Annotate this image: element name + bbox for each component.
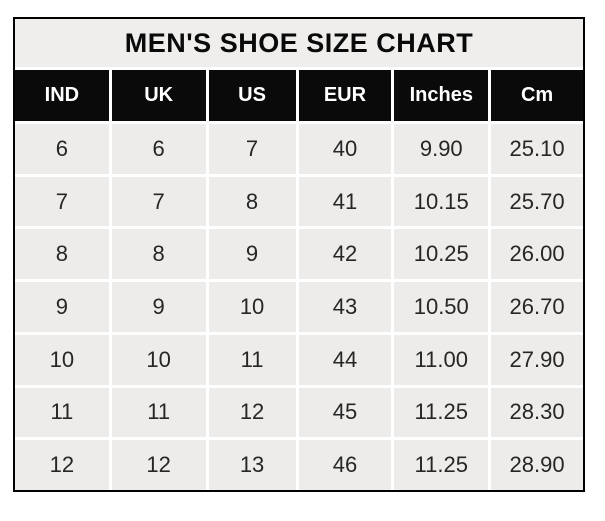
table-cell: 11 [208,334,296,385]
table-cell: 11.25 [394,440,489,490]
table-cell: 11 [111,387,206,438]
table-cell: 42 [298,229,392,280]
table-cell: 12 [15,440,109,490]
column-header-eur: EUR [298,70,392,121]
table-cell: 41 [298,176,392,227]
table-cell: 43 [298,282,392,332]
table-cell: 28.30 [491,387,583,438]
table-cell: 8 [15,229,109,280]
table-cell: 25.70 [491,176,583,227]
table-cell: 10 [111,334,206,385]
table-cell: 40 [298,124,392,174]
table-cell: 7 [111,176,206,227]
table-cell: 10 [15,334,109,385]
page-title: MEN'S SHOE SIZE CHART [15,19,583,67]
table-cell: 11.00 [394,334,489,385]
table-cell: 6 [111,124,206,174]
table-cell: 8 [208,176,296,227]
table-cell: 46 [298,440,392,490]
column-header-ind: IND [15,70,109,121]
table-cell: 9.90 [394,124,489,174]
table-cell: 26.70 [491,282,583,332]
table-cell: 11.25 [394,387,489,438]
table-cell: 10.15 [394,176,489,227]
table-cell: 11 [15,387,109,438]
table-cell: 7 [208,124,296,174]
table-cell: 6 [15,124,109,174]
table-cell: 25.10 [491,124,583,174]
table-cell: 10.50 [394,282,489,332]
table-cell: 10.25 [394,229,489,280]
column-header-inches: Inches [394,70,489,121]
table-cell: 8 [111,229,206,280]
table-cell: 28.90 [491,440,583,490]
table-cell: 26.00 [491,229,583,280]
column-header-uk: UK [111,70,206,121]
table-cell: 13 [208,440,296,490]
column-header-us: US [208,70,296,121]
shoe-size-chart-table: MEN'S SHOE SIZE CHART IND UK US EUR Inch… [13,17,585,492]
table-cell: 9 [208,229,296,280]
table-cell: 9 [15,282,109,332]
table-cell: 9 [111,282,206,332]
table-cell: 12 [111,440,206,490]
table-cell: 7 [15,176,109,227]
column-header-cm: Cm [491,70,583,121]
table-cell: 27.90 [491,334,583,385]
table-cell: 12 [208,387,296,438]
table-cell: 45 [298,387,392,438]
table-cell: 44 [298,334,392,385]
table-cell: 10 [208,282,296,332]
